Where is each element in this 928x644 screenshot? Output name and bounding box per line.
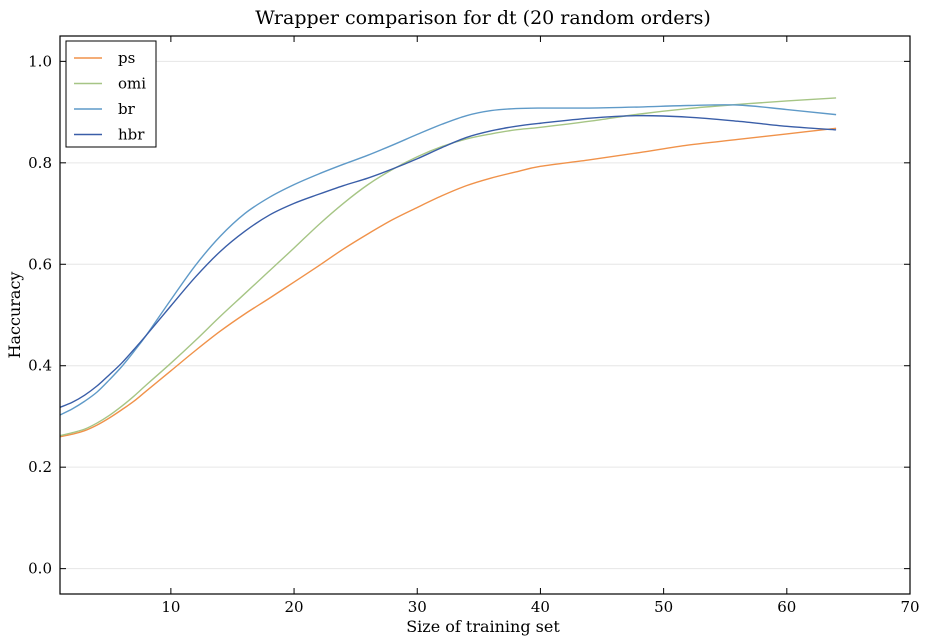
x-tick-label: 60	[777, 598, 796, 616]
y-tick-label: 0.2	[28, 458, 52, 476]
series-line-ps	[59, 127, 837, 438]
series-line-br	[59, 104, 837, 416]
y-tick-label: 0.8	[28, 154, 52, 172]
x-tick-label: 30	[408, 598, 427, 616]
plot-frame	[59, 35, 911, 595]
x-tick-label: 70	[900, 598, 919, 616]
y-tick-label: 0.0	[28, 560, 52, 578]
series-line-hbr	[59, 114, 837, 408]
grid-lines	[60, 60, 910, 570]
x-tick-label: 40	[531, 598, 550, 616]
x-tick-label: 20	[285, 598, 304, 616]
legend-label-ps: ps	[118, 49, 135, 67]
series-line-omi	[59, 97, 837, 437]
y-tick-label: 0.6	[28, 255, 52, 273]
legend: ps omi br hbr	[65, 40, 157, 148]
x-tick-label: 50	[654, 598, 673, 616]
y-tick-labels: 0.0 0.2 0.4 0.6 0.8 1.0	[28, 52, 52, 577]
x-tick-labels: 10 20 30 40 50 60 70	[161, 598, 919, 616]
legend-label-hbr: hbr	[118, 126, 145, 144]
series-lines	[59, 97, 837, 438]
legend-label-omi: omi	[118, 75, 146, 93]
legend-label-br: br	[118, 100, 136, 118]
chart-title: Wrapper comparison for dt (20 random ord…	[255, 7, 711, 29]
axis-ticks	[60, 36, 911, 594]
x-tick-label: 10	[161, 598, 180, 616]
y-tick-label: 1.0	[28, 52, 52, 70]
x-axis-label: Size of training set	[406, 617, 560, 636]
y-tick-label: 0.4	[28, 357, 52, 375]
y-axis-label: Haccuracy	[5, 272, 24, 359]
